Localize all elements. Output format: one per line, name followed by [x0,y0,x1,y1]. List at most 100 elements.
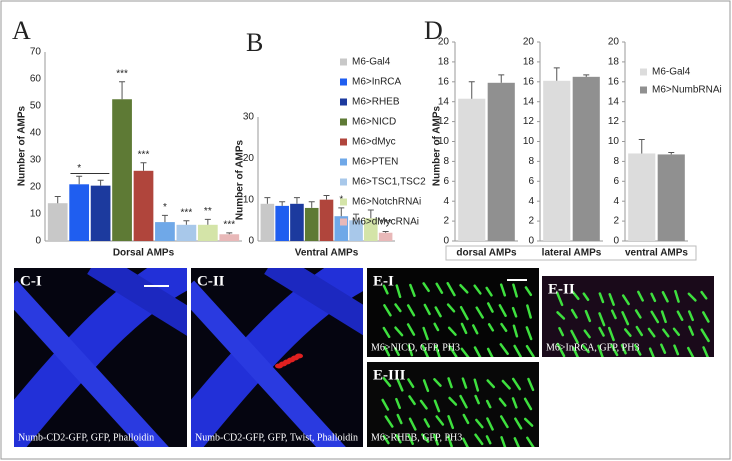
y-tick-label: 4 [443,196,449,207]
panel-caption: M6>InRCA, GFP, PH3 [546,342,639,353]
legend-label: M6>dMyc [352,137,396,148]
error-bar [183,220,190,225]
image-content [367,268,539,357]
bar [349,220,363,241]
gfp-cell [499,283,507,297]
error-bar [226,232,233,235]
gfp-cell [406,323,416,336]
gfp-cell [433,433,439,446]
gfp-cell [598,292,605,304]
y-tick-label: 10 [243,194,255,205]
gfp-cell [511,397,518,409]
gfp-cell [498,397,507,407]
legend-label: M6>dMycRNAi [352,217,419,228]
gfp-cell [459,394,468,409]
image-panel: C-I Numb-CD2-GFP, GFP, Phalloidin [14,268,187,447]
gfp-cell [447,435,453,447]
legend-swatch [340,198,347,206]
gfp-cell [407,344,414,357]
bar [197,224,218,241]
gfp-cell [581,344,590,354]
gfp-cell [687,346,695,357]
gfp-cell [662,328,670,338]
micrograph [367,268,539,357]
error-bar [293,197,300,204]
significance-label: ** [204,206,212,217]
panel-label: C-II [197,273,225,289]
image-panel: C-II Numb-CD2-GFP, GFP, Twist, Phalloidin [191,268,363,447]
gfp-cell [407,378,415,389]
error-bar [54,195,61,204]
muscle-band [264,268,363,336]
gfp-cell [447,377,453,389]
panel-caption: M6>RHEB, GFP, PH3 [371,432,462,443]
gfp-cell [487,323,495,332]
bar [219,234,240,241]
panel-caption: Numb-CD2-GFP, GFP, Twist, Phalloidin [195,432,358,443]
error-bar [583,74,590,77]
gfp-cell [513,437,521,447]
gfp-cell [637,290,644,302]
significance-label: *** [223,220,235,231]
gfp-cell [621,311,630,326]
legend-swatch [340,178,347,186]
gfp-cell [598,326,605,337]
gfp-cell [498,304,507,317]
y-axis-title: Number of AMPs [235,139,246,220]
gfp-cell [475,306,484,319]
gfp-cell [523,397,533,411]
y-tick-label: 10 [438,136,450,147]
gfp-cell [473,378,480,392]
gfp-cell [462,437,469,447]
bar [133,170,154,241]
x-axis-title: ventral AMPs [625,248,688,259]
gfp-cell [687,310,694,322]
muscle-band [87,268,187,336]
gfp-cell [407,433,414,446]
gfp-cell [556,311,566,320]
gfp-cell [511,377,522,391]
gfp-cell [459,283,469,294]
gfp-cell [433,322,440,332]
bar [378,232,393,241]
y-tick-label: 16 [438,76,450,87]
gfp-cell [558,327,565,337]
gfp-cell [647,327,656,338]
gfp-cell [408,395,416,406]
error-bar [668,151,675,155]
gfp-cell [499,415,509,429]
gfp-cell [700,328,710,343]
gfp-cell [523,417,534,427]
gfp-cell [676,310,684,321]
gfp-cell [448,396,458,406]
y-tick-label: 40 [30,128,42,139]
error-bar [382,230,389,233]
gfp-cell [660,343,667,354]
gfp-cell [473,284,482,295]
gfp-cell [395,434,402,444]
y-tick-label: 30 [243,112,255,123]
muscle-band [191,268,363,447]
gfp-cell [422,379,430,393]
legend-swatch [640,68,647,76]
gfp-cell [660,310,667,324]
gfp-cell [435,415,445,426]
gfp-cell [462,413,470,425]
y-tick-label: 20 [438,37,450,48]
significance-label: *** [138,149,150,160]
panel-letter: A [12,16,31,45]
gfp-cell [633,344,642,356]
gfp-cell [384,415,394,428]
gfp-cell [382,284,389,295]
error-bar [119,81,126,100]
gfp-cell [621,294,630,306]
gfp-cell [624,328,632,337]
y-tick-label: 2 [528,216,534,227]
gfp-cell [383,304,392,317]
bar [275,205,289,241]
significance-label: *** [116,68,128,79]
y-tick-label: 0 [248,236,254,247]
y-tick-label: 0 [613,236,619,247]
gfp-cell [396,377,404,392]
